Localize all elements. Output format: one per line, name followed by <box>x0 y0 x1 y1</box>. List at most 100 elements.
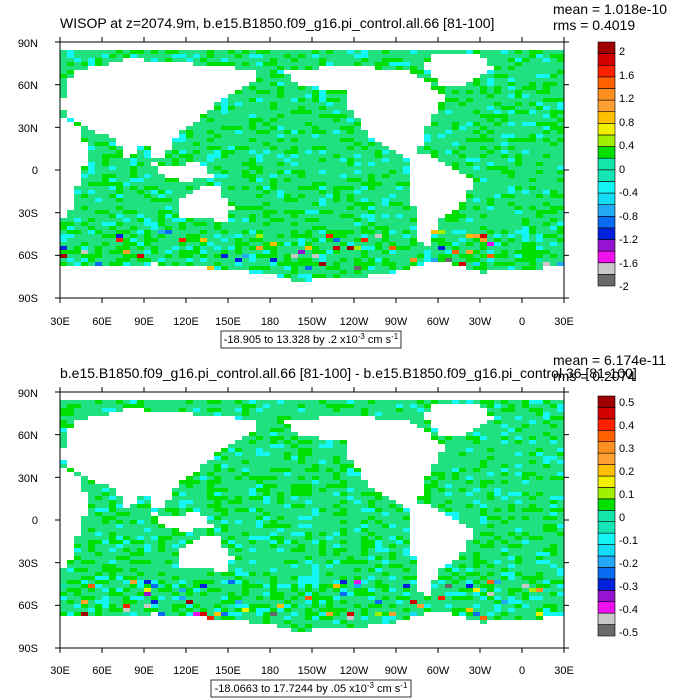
map-cell <box>270 118 277 122</box>
map-cell <box>242 496 249 500</box>
map-cell <box>102 528 109 532</box>
map-cell <box>256 472 263 476</box>
map-cell <box>277 118 284 122</box>
map-cell <box>144 178 151 182</box>
map-cell <box>403 166 410 170</box>
map-cell <box>340 174 347 178</box>
map-cell <box>466 138 473 142</box>
map-cell <box>312 114 319 118</box>
map-cell <box>130 206 137 210</box>
map-cell <box>515 460 522 464</box>
map-cell <box>375 210 382 214</box>
map-cell <box>536 162 543 166</box>
map-cell <box>60 460 67 464</box>
map-cell <box>165 190 172 194</box>
map-cell <box>221 194 228 198</box>
map-cell <box>263 106 270 110</box>
map-cell <box>158 512 165 516</box>
map-cell <box>445 126 452 130</box>
map-cell <box>207 254 214 258</box>
map-cell <box>333 488 340 492</box>
map-cell <box>333 266 340 270</box>
map-cell <box>256 508 263 512</box>
map-cell <box>319 246 326 250</box>
map-cell <box>382 214 389 218</box>
map-cell <box>508 488 515 492</box>
map-cell <box>116 162 123 166</box>
map-cell <box>529 166 536 170</box>
map-cell <box>550 66 557 70</box>
map-cell <box>256 436 263 440</box>
map-cell <box>529 408 536 412</box>
map-cell <box>312 512 319 516</box>
map-cell <box>214 404 221 408</box>
map-cell <box>186 536 193 540</box>
map-cell <box>417 66 424 70</box>
map-cell <box>522 400 529 404</box>
map-cell <box>522 548 529 552</box>
map-cell <box>396 540 403 544</box>
map-cell <box>445 242 452 246</box>
map-cell <box>494 194 501 198</box>
map-cell <box>312 492 319 496</box>
map-cell <box>466 110 473 114</box>
map-cell <box>298 266 305 270</box>
map-cell <box>305 254 312 258</box>
map-cell <box>263 74 270 78</box>
map-cell <box>494 480 501 484</box>
map-cell <box>242 400 249 404</box>
map-cell <box>319 548 326 552</box>
map-cell <box>284 528 291 532</box>
map-cell <box>347 536 354 540</box>
map-cell <box>249 472 256 476</box>
map-cell <box>347 544 354 548</box>
map-cell <box>60 404 67 408</box>
map-cell <box>158 54 165 58</box>
map-cell <box>536 480 543 484</box>
map-cell <box>270 126 277 130</box>
map-cell <box>501 412 508 416</box>
map-cell <box>515 508 522 512</box>
map-cell <box>235 504 242 508</box>
map-cell <box>424 78 431 82</box>
map-cell <box>543 174 550 178</box>
map-cell <box>319 460 326 464</box>
map-cell <box>249 130 256 134</box>
map-cell <box>256 178 263 182</box>
map-cell <box>326 198 333 202</box>
map-cell <box>214 460 221 464</box>
map-cell <box>228 408 235 412</box>
map-cell <box>284 106 291 110</box>
map-cell <box>60 242 67 246</box>
map-cell <box>249 222 256 226</box>
map-cell <box>263 162 270 166</box>
map-cell <box>221 520 228 524</box>
map-cell <box>144 214 151 218</box>
map-cell <box>277 158 284 162</box>
map-cell <box>466 440 473 444</box>
map-cell <box>242 448 249 452</box>
map-cell <box>354 218 361 222</box>
map-cell <box>522 250 529 254</box>
map-cell <box>326 500 333 504</box>
map-cell <box>242 468 249 472</box>
map-cell <box>116 230 123 234</box>
map-cell <box>340 274 347 278</box>
map-cell <box>228 138 235 142</box>
map-cell <box>396 412 403 416</box>
map-cell <box>424 480 431 484</box>
map-cell <box>333 270 340 274</box>
map-cell <box>396 190 403 194</box>
map-cell <box>214 234 221 238</box>
map-cell <box>543 210 550 214</box>
map-cell <box>340 182 347 186</box>
map-cell <box>452 508 459 512</box>
map-cell <box>284 98 291 102</box>
map-cell <box>151 516 158 520</box>
map-cell <box>326 238 333 242</box>
map-cell <box>501 186 508 190</box>
map-cell <box>368 234 375 238</box>
map-cell <box>501 516 508 520</box>
map-cell <box>221 532 228 536</box>
map-cell <box>494 154 501 158</box>
